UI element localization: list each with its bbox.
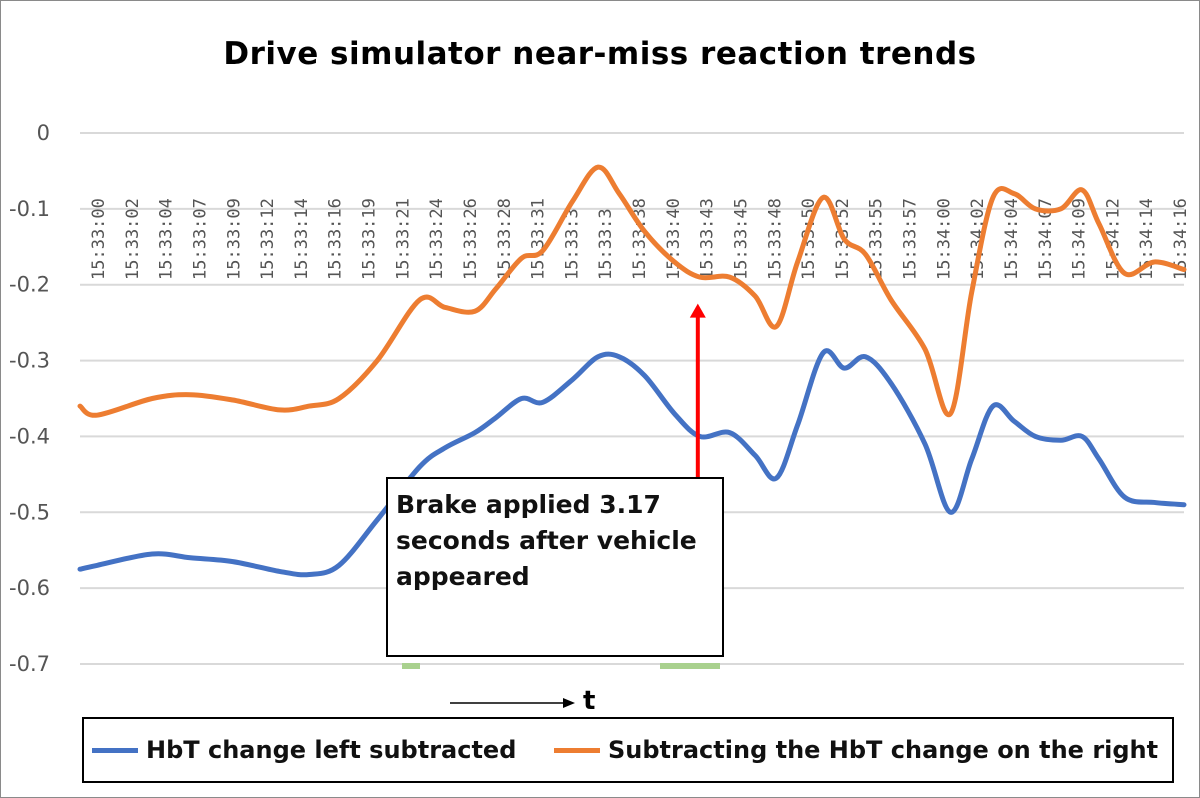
x-tick-label: 15:34:14 bbox=[1137, 198, 1157, 280]
x-tick-label: 15:33:45 bbox=[731, 198, 751, 280]
x-tick-label: 15:33:07 bbox=[190, 198, 210, 280]
y-tick-label: -0.1 bbox=[9, 197, 50, 221]
highlight-segment bbox=[660, 663, 720, 669]
legend-label-right: Subtracting the HbT change on the right bbox=[608, 736, 1159, 764]
brake-arrow-head bbox=[689, 303, 706, 318]
chart-title: Drive simulator near-miss reaction trend… bbox=[223, 36, 977, 72]
y-tick-label: -0.6 bbox=[9, 576, 50, 600]
series-lines bbox=[77, 164, 1187, 578]
time-arrow-head bbox=[563, 698, 575, 708]
time-range-highlight bbox=[402, 663, 720, 669]
x-tick-label: 15:34:07 bbox=[1036, 198, 1056, 280]
x-tick-label: 15:33:00 bbox=[89, 198, 109, 280]
x-tick-label: 15:33:57 bbox=[901, 198, 921, 280]
x-tick-label: 15:33:26 bbox=[461, 198, 481, 280]
x-tick-label: 15:33:21 bbox=[393, 198, 413, 280]
x-tick-label: 15:33:3 bbox=[596, 208, 616, 280]
annotation-line-3: appeared bbox=[396, 562, 530, 591]
legend: HbT change left subtracted Subtracting t… bbox=[82, 717, 1174, 783]
y-tick-label: -0.7 bbox=[9, 652, 50, 676]
y-tick-label: -0.5 bbox=[9, 500, 50, 524]
x-tick-label: 15:33:55 bbox=[867, 198, 887, 280]
x-tick-label: 15:34:16 bbox=[1171, 198, 1191, 280]
x-tick-label: 15:33:12 bbox=[258, 198, 278, 280]
x-tick-label: 15:33:16 bbox=[326, 198, 346, 280]
x-tick-label: 15:33:48 bbox=[765, 198, 785, 280]
x-tick-label: 15:34:04 bbox=[1002, 198, 1022, 280]
legend-swatch-left bbox=[92, 747, 138, 753]
y-tick-label: 0 bbox=[37, 121, 50, 145]
x-tick-label: 15:33:02 bbox=[123, 198, 143, 280]
annotation-line-1: Brake applied 3.17 bbox=[396, 490, 661, 519]
x-tick-label: 15:33:14 bbox=[292, 198, 312, 280]
legend-label-left: HbT change left subtracted bbox=[146, 736, 517, 764]
x-tick-label: 15:33:04 bbox=[157, 198, 177, 280]
highlight-segment bbox=[402, 663, 420, 669]
time-axis-arrow bbox=[450, 698, 575, 708]
x-tick-labels: 15:33:00 15:33:02 15:33:04 15:33:07 15:33:09… bbox=[89, 198, 1191, 280]
legend-swatch-right bbox=[554, 747, 600, 753]
x-tick-label: 15:34:09 bbox=[1070, 198, 1090, 280]
x-tick-label: 15:33:28 bbox=[495, 198, 515, 280]
y-tick-label: -0.4 bbox=[9, 424, 50, 448]
y-tick-labels: 0 -0.1 -0.2 -0.3 -0.4 -0.5 -0.6 -0.7 bbox=[9, 121, 50, 676]
x-tick-label: 15:33:31 bbox=[529, 198, 549, 280]
x-tick-label: 15:33:43 bbox=[698, 198, 718, 280]
x-tick-label: 15:34:00 bbox=[934, 198, 954, 280]
x-tick-label: 15:33:24 bbox=[427, 198, 447, 280]
series-line-right-subtracted bbox=[77, 164, 1187, 418]
y-tick-label: -0.2 bbox=[9, 273, 50, 297]
series-line-left-subtracted bbox=[77, 348, 1187, 578]
y-tick-label: -0.3 bbox=[9, 349, 50, 373]
x-tick-label: 15:33:3 bbox=[562, 208, 582, 280]
x-tick-label: 15:34:02 bbox=[968, 198, 988, 280]
x-tick-label: 15:33:19 bbox=[360, 198, 380, 280]
x-tick-label: 15:33:09 bbox=[224, 198, 244, 280]
brake-annotation: Brake applied 3.17 seconds after vehicle… bbox=[386, 477, 724, 657]
time-axis-label: t bbox=[583, 686, 596, 716]
legend-item-left: HbT change left subtracted bbox=[92, 719, 516, 781]
annotation-line-2: seconds after vehicle bbox=[396, 526, 697, 555]
x-tick-label: 15:34:12 bbox=[1103, 198, 1123, 280]
legend-item-right: Subtracting the HbT change on the right bbox=[554, 719, 1158, 781]
